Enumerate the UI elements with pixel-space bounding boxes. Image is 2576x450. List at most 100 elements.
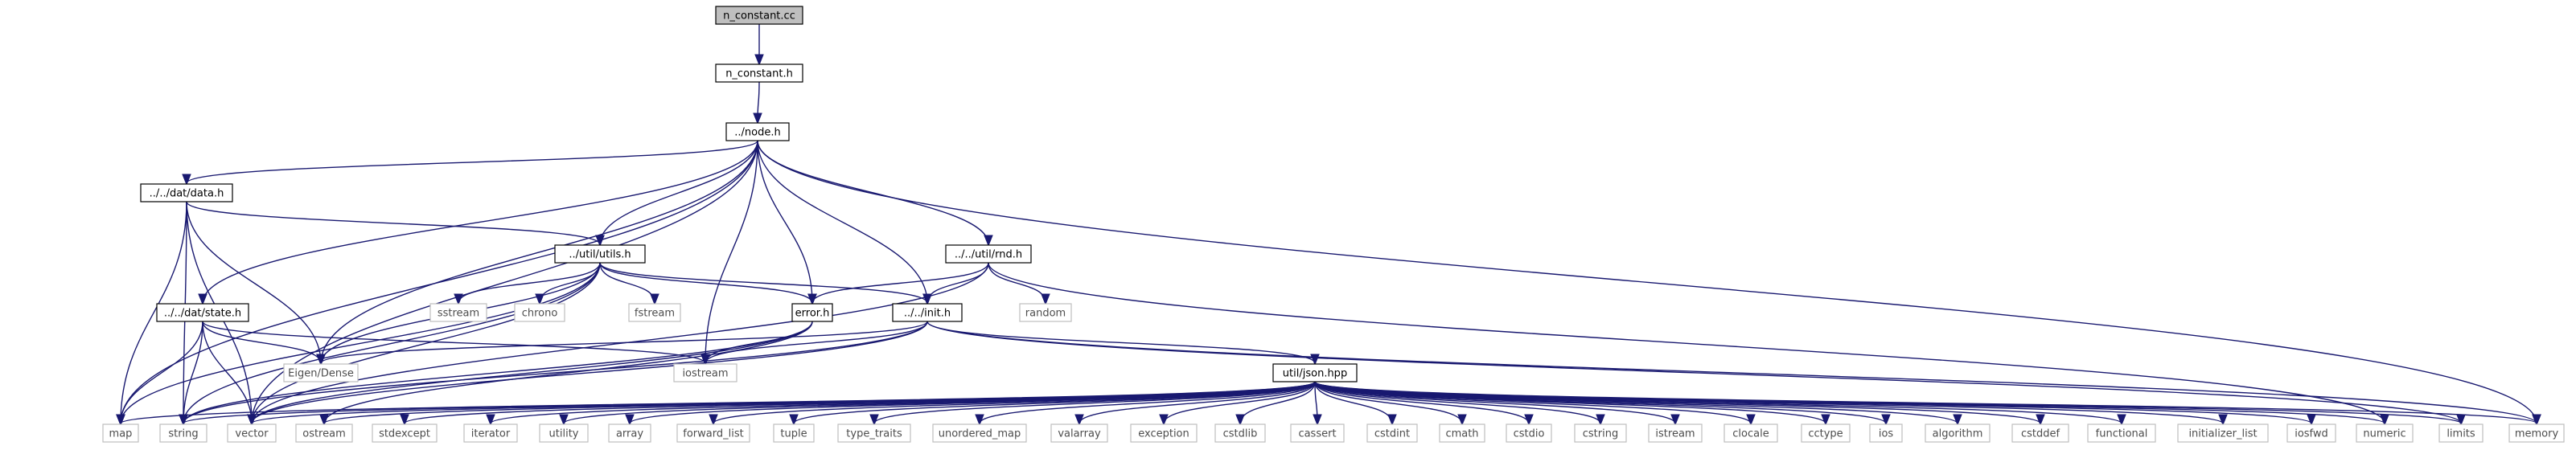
node-box bbox=[1366, 423, 1418, 443]
edge-json_hpp-to-functional bbox=[1314, 381, 2122, 423]
node-valarray: valarray bbox=[1050, 423, 1108, 443]
node-label: random bbox=[1025, 308, 1066, 320]
node-ostream: ostream bbox=[295, 423, 353, 443]
edge-node_h-to-eigen bbox=[321, 140, 758, 363]
edge-util_rnd_h-to-init_h bbox=[927, 262, 989, 303]
node-type-traits: type_traits bbox=[837, 423, 911, 443]
node-label: iosfwd bbox=[2295, 428, 2328, 440]
node-label: ../../util/rnd.h bbox=[955, 249, 1022, 261]
node-label: iterator bbox=[471, 428, 511, 440]
node-label: cstddef bbox=[2021, 428, 2060, 440]
node-label: tuple bbox=[780, 428, 807, 440]
edge-json_hpp-to-cstdint bbox=[1314, 381, 1392, 423]
node-box bbox=[2356, 423, 2414, 443]
node-utility: utility bbox=[539, 423, 589, 443]
node-fstream: fstream bbox=[628, 303, 681, 322]
edge-util_utils_h-to-string bbox=[183, 262, 601, 423]
edge-node_h-to-dat_state_h bbox=[203, 140, 758, 303]
node-vector: vector bbox=[227, 423, 277, 443]
node-label: vector bbox=[235, 428, 269, 440]
node-label: n_constant.cc bbox=[723, 10, 795, 22]
node-box bbox=[715, 63, 803, 83]
edge-init_h-to-memory bbox=[926, 321, 2537, 423]
node-limits: limits bbox=[2438, 423, 2484, 443]
node-label: Eigen/Dense bbox=[288, 368, 354, 380]
node-box bbox=[932, 423, 1027, 443]
node-box bbox=[102, 423, 139, 443]
node-label: istream bbox=[1655, 428, 1695, 440]
node-random: random bbox=[1019, 303, 1072, 322]
edge-dat_state_h-to-string bbox=[183, 321, 203, 423]
node-box bbox=[791, 303, 833, 322]
node-label: cmath bbox=[1445, 428, 1478, 440]
edge-util_utils_h-to-map bbox=[121, 262, 601, 423]
node-label: map bbox=[109, 428, 133, 440]
node-cstdio: cstdio bbox=[1506, 423, 1552, 443]
node-box bbox=[1019, 303, 1072, 322]
node-cstddef: cstddef bbox=[2011, 423, 2069, 443]
node-json-hpp[interactable]: util/json.hpp bbox=[1272, 363, 1358, 382]
node-cstdlib: cstdlib bbox=[1214, 423, 1266, 443]
node-init-h[interactable]: ../../init.h bbox=[892, 303, 963, 322]
node-label: ../../init.h bbox=[904, 308, 951, 320]
node-box bbox=[463, 423, 518, 443]
node-box bbox=[773, 423, 815, 443]
node-dat-state-h[interactable]: ../../dat/state.h bbox=[156, 303, 249, 322]
node-n-constant-h[interactable]: n_constant.h bbox=[715, 63, 803, 83]
edge-init_h-to-vector bbox=[252, 321, 928, 423]
edge-init_h-to-string bbox=[183, 321, 928, 423]
edge-node_h-to-util_utils_h bbox=[600, 140, 758, 244]
node-n-constant-cc[interactable]: n_constant.cc bbox=[715, 6, 803, 25]
node-box bbox=[945, 244, 1032, 264]
node-box bbox=[156, 303, 249, 322]
node-node-h[interactable]: ../node.h bbox=[725, 122, 790, 141]
edge-dat_state_h-to-vector bbox=[202, 321, 252, 423]
node-box bbox=[837, 423, 911, 443]
edge-json_hpp-to-memory bbox=[1314, 381, 2537, 423]
node-cstring: cstring bbox=[1574, 423, 1627, 443]
edge-json_hpp-to-cstdio bbox=[1314, 381, 1529, 423]
edge-init_h-to-iostream bbox=[705, 321, 928, 363]
edge-n_constant_h-to-node_h bbox=[758, 81, 759, 122]
edge-node_h-to-vector bbox=[252, 140, 758, 423]
node-label: util/json.hpp bbox=[1283, 368, 1347, 380]
node-label: array bbox=[616, 428, 643, 440]
node-label: stdexcept bbox=[379, 428, 430, 440]
node-tuple: tuple bbox=[773, 423, 815, 443]
node-cctype: cctype bbox=[1801, 423, 1851, 443]
node-util-rnd-h[interactable]: ../../util/rnd.h bbox=[945, 244, 1032, 264]
edge-json_hpp-to-ostream bbox=[324, 381, 1316, 423]
node-box bbox=[1648, 423, 1703, 443]
node-box bbox=[554, 244, 646, 264]
edge-json_hpp-to-tuple bbox=[794, 381, 1316, 423]
edge-json_hpp-to-ios bbox=[1314, 381, 1886, 423]
node-label: forward_list bbox=[683, 428, 743, 440]
node-label: chrono bbox=[522, 308, 558, 320]
node-cmath: cmath bbox=[1439, 423, 1485, 443]
edge-json_hpp-to-unordered_map bbox=[980, 381, 1316, 423]
node-util-utils-h[interactable]: ../util/utils.h bbox=[554, 244, 646, 264]
node-box bbox=[1272, 363, 1358, 382]
node-label: exception bbox=[1138, 428, 1189, 440]
node-chrono: chrono bbox=[514, 303, 565, 322]
node-error-h[interactable]: error.h bbox=[791, 303, 833, 322]
node-label: functional bbox=[2096, 428, 2148, 440]
node-box bbox=[2508, 423, 2565, 443]
edge-error_h-to-vector bbox=[252, 321, 813, 423]
node-label: iostream bbox=[682, 368, 728, 380]
edge-json_hpp-to-istream bbox=[1314, 381, 1675, 423]
node-box bbox=[673, 363, 737, 382]
node-label: cstdlib bbox=[1223, 428, 1258, 440]
node-clocale: clocale bbox=[1723, 423, 1778, 443]
node-box bbox=[1869, 423, 1903, 443]
node-box bbox=[1801, 423, 1851, 443]
node-label: numeric bbox=[2363, 428, 2405, 440]
node-exception: exception bbox=[1130, 423, 1198, 443]
node-label: ostream bbox=[302, 428, 346, 440]
node-iterator: iterator bbox=[463, 423, 518, 443]
node-label: limits bbox=[2447, 428, 2475, 440]
node-forward-list: forward_list bbox=[676, 423, 750, 443]
node-label: cstring bbox=[1583, 428, 1618, 440]
node-dat-data-h[interactable]: ../../dat/data.h bbox=[140, 183, 233, 202]
node-sstream: sstream bbox=[429, 303, 487, 322]
